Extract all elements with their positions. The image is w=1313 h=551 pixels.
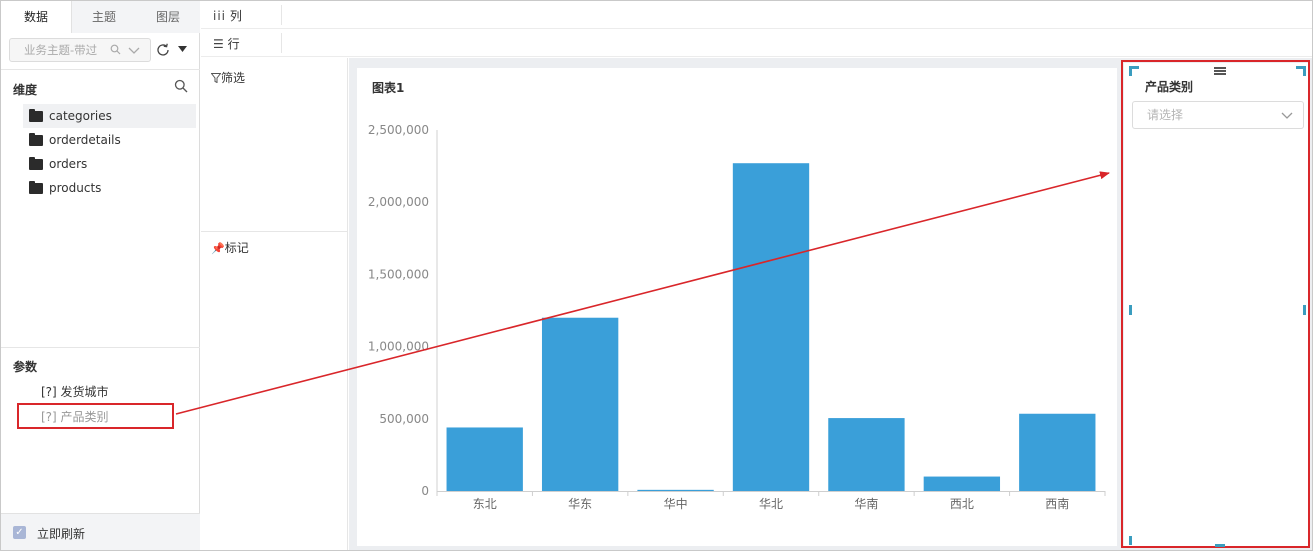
y-tick-label: 2,000,000 <box>368 195 429 209</box>
x-tick-label: 华中 <box>664 496 688 511</box>
filter-widget[interactable]: 产品类别 请选择 <box>1124 63 1308 546</box>
auto-refresh-checkbox[interactable]: ✓ <box>13 526 26 539</box>
y-tick-label: 0 <box>421 484 429 498</box>
business-theme-select[interactable]: 业务主题-带过 <box>9 38 151 62</box>
bar <box>446 427 523 491</box>
pin-icon: 📌 <box>211 242 225 255</box>
resize-handle[interactable] <box>1129 305 1132 315</box>
tab-data[interactable]: 数据 <box>1 1 72 33</box>
columns-icon: iii <box>213 9 227 23</box>
dimensions-title: 维度 <box>13 83 38 97</box>
resize-handle[interactable] <box>1303 66 1306 76</box>
divider <box>1 347 200 348</box>
divider <box>281 33 282 53</box>
bar <box>541 317 619 491</box>
folder-icon <box>29 133 43 146</box>
bar <box>923 476 1001 491</box>
resize-handle[interactable] <box>1296 66 1306 69</box>
drag-handle-icon[interactable] <box>1214 67 1226 75</box>
tab-theme[interactable]: 主题 <box>72 1 136 33</box>
highlight-box-widget <box>1121 60 1310 548</box>
dimension-label: orders <box>49 157 88 171</box>
chart-title: 图表1 <box>372 81 405 95</box>
resize-handle[interactable] <box>1129 66 1132 76</box>
x-tick-label: 华北 <box>759 497 783 511</box>
chevron-down-icon <box>1281 112 1293 119</box>
x-tick-label: 西北 <box>950 497 974 511</box>
marks-label: 标记 <box>224 241 249 255</box>
param-item-product-category[interactable]: [?] 产品类别 <box>41 410 109 424</box>
dimension-item-categories[interactable]: categories <box>23 104 196 128</box>
cards-column: 筛选 📌标记 <box>201 58 348 550</box>
dimension-label: products <box>49 181 102 195</box>
filter-label: 筛选 <box>221 71 246 85</box>
business-theme-placeholder: 业务主题-带过 <box>24 43 98 57</box>
x-tick-label: 西南 <box>1045 496 1069 511</box>
filter-widget-placeholder: 请选择 <box>1147 108 1184 122</box>
arrow-line <box>175 171 1110 415</box>
columns-shelf[interactable]: iii 列 <box>201 1 1312 29</box>
marks-card[interactable]: 📌标记 <box>211 239 249 256</box>
folder-icon <box>29 157 43 170</box>
dimension-label: orderdetails <box>49 133 121 147</box>
chevron-down-icon <box>128 47 140 54</box>
filter-icon <box>210 73 222 84</box>
columns-shelf-label: iii 列 <box>213 7 242 24</box>
divider <box>201 231 348 232</box>
bar <box>732 163 810 491</box>
dimension-item-products[interactable]: products <box>23 176 196 200</box>
chart-card[interactable]: 图表1 0 500,000 1,000,000 1,500,000 2,000,000 2… <box>357 68 1117 546</box>
x-tick-label: 东北 <box>473 497 497 511</box>
resize-handle[interactable] <box>1215 544 1225 547</box>
search-icon[interactable] <box>174 79 188 93</box>
auto-refresh-label: 立即刷新 <box>37 527 86 541</box>
dimension-item-orders[interactable]: orders <box>23 152 196 176</box>
y-tick-label: 1,000,000 <box>368 340 429 354</box>
x-tick-label: 华南 <box>854 496 878 511</box>
x-tick-label: 华东 <box>568 497 592 511</box>
auto-refresh-bar: ✓ 立即刷新 <box>1 513 200 550</box>
filter-widget-title: 产品类别 <box>1145 80 1194 94</box>
panel-tabs: 数据 主题 图层 <box>1 1 200 33</box>
folder-icon <box>29 109 43 122</box>
bar <box>1019 413 1096 491</box>
divider <box>281 5 282 25</box>
rows-shelf-label: ☰ 行 <box>213 35 240 52</box>
resize-handle[interactable] <box>1129 66 1139 69</box>
dropdown-caret-icon[interactable] <box>178 46 187 52</box>
filter-widget-select[interactable]: 请选择 <box>1132 101 1304 129</box>
bar-chart: 0 500,000 1,000,000 1,500,000 2,000,000 2,500… <box>368 123 1106 511</box>
resize-handle[interactable] <box>1303 305 1306 315</box>
dimension-item-orderdetails[interactable]: orderdetails <box>23 128 196 152</box>
rows-shelf[interactable]: ☰ 行 <box>201 29 1312 57</box>
columns-label: 列 <box>229 9 242 23</box>
params-title: 参数 <box>13 360 38 374</box>
search-icon <box>110 44 121 55</box>
y-tick-label: 1,500,000 <box>368 267 429 281</box>
bar <box>828 418 905 491</box>
divider <box>1 69 200 70</box>
tab-layers[interactable]: 图层 <box>136 1 200 33</box>
filter-card[interactable]: 筛选 <box>210 69 246 86</box>
rows-icon: ☰ <box>213 37 224 51</box>
folder-icon <box>29 181 43 194</box>
dimension-label: categories <box>49 109 112 123</box>
data-panel: 数据 主题 图层 业务主题-带过 维度 categories orderdeta… <box>1 1 200 550</box>
y-tick-label: 2,500,000 <box>368 123 429 137</box>
param-item-ship-city[interactable]: [?] 发货城市 <box>41 385 109 399</box>
bar <box>637 489 714 491</box>
rows-label: 行 <box>227 37 240 51</box>
resize-handle[interactable] <box>1129 536 1132 545</box>
highlight-box-param <box>17 403 174 429</box>
y-tick-label: 500,000 <box>379 412 429 426</box>
refresh-icon[interactable] <box>155 42 171 58</box>
